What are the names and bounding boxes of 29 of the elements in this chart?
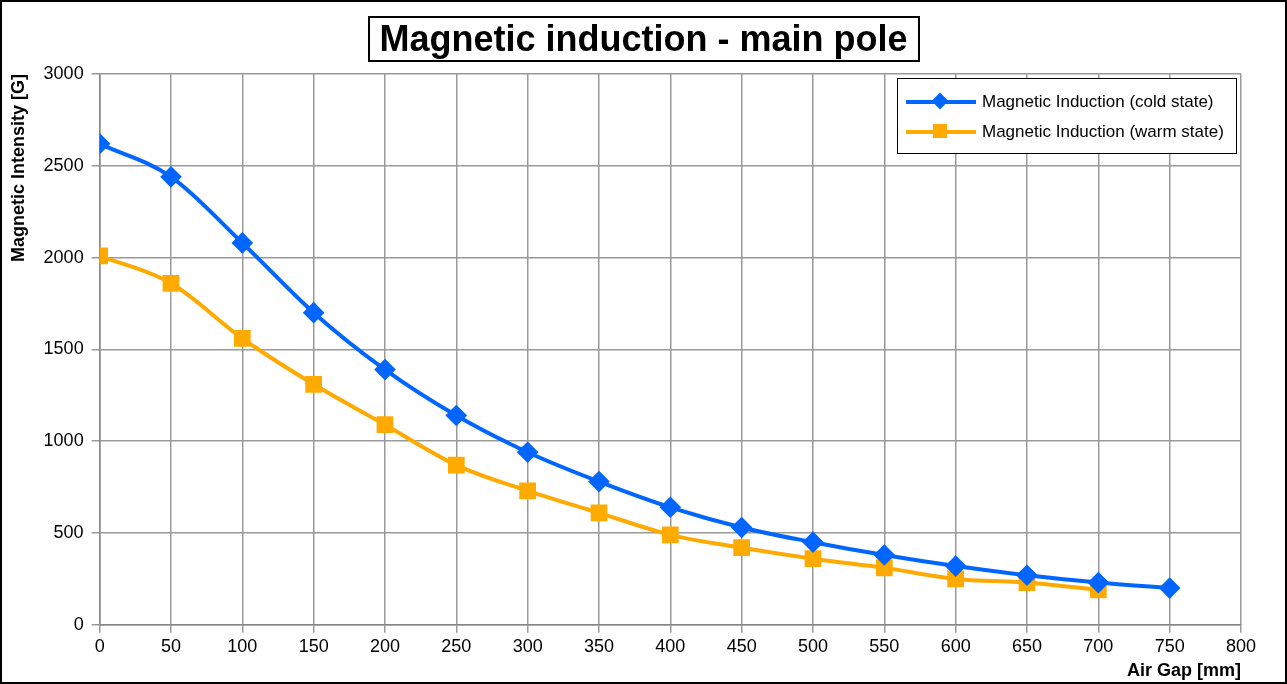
x-tick-label: 650 (1011, 635, 1043, 656)
y-tick-label: 1000 (43, 430, 84, 451)
y-tick-label: 0 (73, 613, 84, 634)
x-tick-label: 750 (1154, 635, 1185, 656)
y-tick-label: 1500 (43, 338, 84, 359)
x-tick-label: 350 (583, 635, 615, 656)
legend-label: Magnetic Induction (cold state) (982, 92, 1214, 112)
x-tick-label: 450 (726, 635, 757, 656)
x-tick-label: 100 (227, 635, 258, 656)
y-tick-label: 500 (53, 521, 84, 542)
y-tick-label: 2000 (43, 246, 84, 267)
x-tick-label: 600 (940, 635, 971, 656)
x-tick-label: 200 (369, 635, 401, 656)
x-tick-label: 150 (298, 635, 329, 656)
chart-title: Magnetic induction - main pole (367, 16, 920, 62)
x-tick-label: 300 (512, 635, 543, 656)
x-tick-label: 800 (1225, 635, 1257, 656)
y-axis-title: Magnetic Intensity [G] (7, 74, 28, 263)
y-tick-label: 3000 (43, 62, 84, 83)
x-tick-label: 50 (160, 635, 181, 656)
x-axis-title: Air Gap [mm] (1126, 660, 1241, 681)
y-tick-label: 2500 (43, 154, 84, 175)
x-tick-label: 250 (441, 635, 472, 656)
legend-label: Magnetic Induction (warm state) (982, 122, 1224, 142)
x-tick-label: 400 (655, 635, 686, 656)
x-tick-label: 550 (869, 635, 900, 656)
x-tick-label: 500 (797, 635, 829, 656)
x-tick-label: 700 (1083, 635, 1114, 656)
x-tick-label: 0 (94, 635, 105, 656)
